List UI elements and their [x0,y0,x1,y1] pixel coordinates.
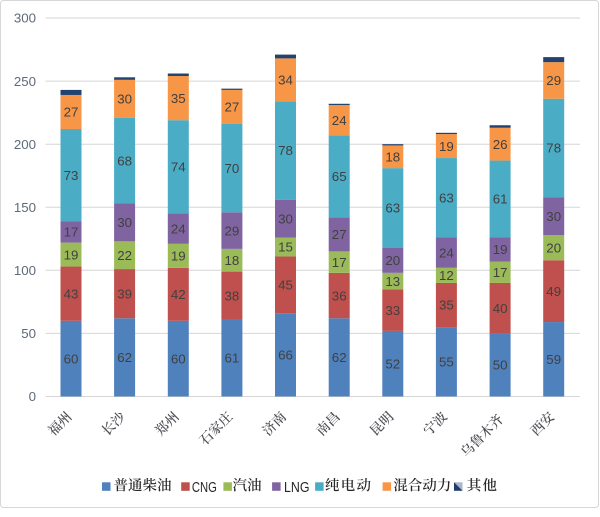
svg-text:50: 50 [493,358,508,373]
svg-text:30: 30 [117,215,132,230]
svg-text:LNG: LNG [284,479,310,496]
svg-text:61: 61 [493,192,508,207]
svg-text:40: 40 [493,301,508,316]
svg-text:30: 30 [117,91,132,106]
svg-text:12: 12 [439,268,454,283]
svg-text:CNG: CNG [192,479,217,496]
svg-text:59: 59 [546,352,561,367]
svg-text:20: 20 [385,253,400,268]
svg-text:19: 19 [171,249,186,264]
svg-text:18: 18 [225,253,240,268]
svg-text:100: 100 [14,263,36,278]
svg-text:300: 300 [14,11,36,26]
svg-text:20: 20 [546,240,561,255]
svg-text:65: 65 [332,169,347,184]
svg-text:63: 63 [385,201,400,216]
svg-text:43: 43 [64,286,79,301]
svg-text:26: 26 [493,137,508,152]
svg-text:70: 70 [225,161,240,176]
svg-text:18: 18 [385,150,400,165]
svg-text:78: 78 [546,141,561,156]
svg-text:68: 68 [117,153,132,168]
svg-text:17: 17 [493,265,508,280]
svg-text:60: 60 [171,351,186,366]
svg-text:38: 38 [225,288,240,303]
svg-text:200: 200 [14,137,36,152]
svg-text:34: 34 [278,73,293,88]
svg-text:55: 55 [439,355,454,370]
svg-text:30: 30 [278,211,293,226]
svg-text:61: 61 [225,351,240,366]
svg-text:15: 15 [278,240,293,255]
svg-text:50: 50 [21,326,36,341]
svg-text:17: 17 [332,255,347,270]
svg-text:19: 19 [439,139,454,154]
svg-text:35: 35 [171,91,186,106]
svg-text:17: 17 [64,225,79,240]
svg-text:24: 24 [439,245,454,260]
svg-text:24: 24 [171,221,186,236]
svg-text:62: 62 [332,350,347,365]
svg-text:29: 29 [546,73,561,88]
svg-text:19: 19 [493,242,508,257]
svg-text:24: 24 [332,113,347,128]
svg-text:36: 36 [332,288,347,303]
svg-text:42: 42 [171,287,186,302]
svg-text:27: 27 [225,100,240,115]
svg-text:29: 29 [225,223,240,238]
svg-text:19: 19 [64,247,79,262]
svg-text:150: 150 [14,200,36,215]
svg-text:52: 52 [385,356,400,371]
svg-text:30: 30 [546,209,561,224]
svg-text:39: 39 [117,286,132,301]
svg-text:49: 49 [546,284,561,299]
svg-text:74: 74 [171,160,186,175]
svg-text:60: 60 [64,351,79,366]
svg-text:33: 33 [385,303,400,318]
svg-text:27: 27 [64,105,79,120]
svg-text:45: 45 [278,278,293,293]
svg-text:13: 13 [385,274,400,289]
svg-text:73: 73 [64,168,79,183]
svg-text:250: 250 [14,74,36,89]
svg-text:0: 0 [29,389,36,404]
svg-text:62: 62 [117,350,132,365]
svg-text:22: 22 [117,248,132,263]
svg-text:66: 66 [278,348,293,363]
svg-text:63: 63 [439,191,454,206]
svg-text:35: 35 [439,298,454,313]
svg-text:27: 27 [332,227,347,242]
svg-text:78: 78 [278,143,293,158]
